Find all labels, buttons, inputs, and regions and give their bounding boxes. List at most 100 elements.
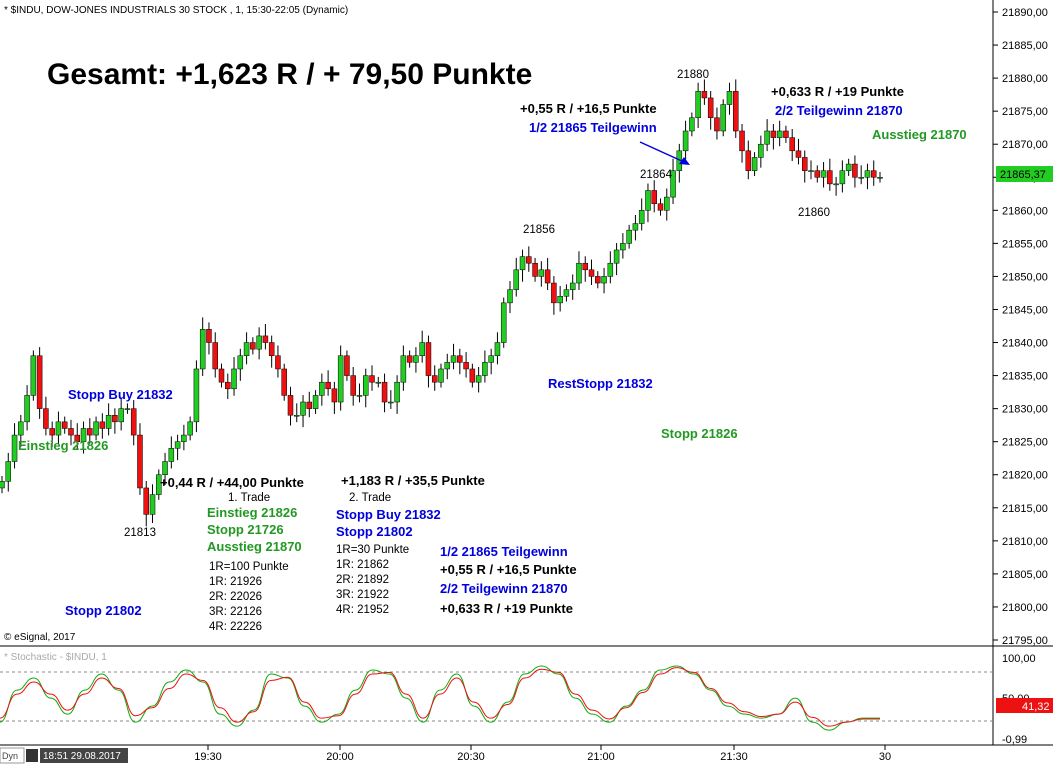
- stoch-title: * Stochastic - $INDU, 1: [4, 652, 107, 663]
- candle-body: [645, 190, 651, 211]
- candle-body: [827, 170, 833, 185]
- candle-body: [137, 434, 143, 489]
- price-tick-label: 21835,00: [1002, 371, 1048, 383]
- candle-body: [839, 170, 846, 185]
- candle-body: [87, 428, 93, 436]
- trade2-title: 2. Trade: [349, 492, 391, 504]
- candle-body: [569, 282, 576, 290]
- candle-body: [193, 368, 200, 423]
- candle-body: [877, 177, 883, 179]
- price-tick-label: 21815,00: [1002, 503, 1048, 515]
- trade1-result: +0,44 R / +44,00 Punkte: [160, 475, 304, 490]
- candle-body: [864, 170, 871, 178]
- price-tick-label: 21830,00: [1002, 404, 1048, 416]
- candle-body: [231, 368, 237, 390]
- candle-body: [482, 362, 488, 376]
- candle-body: [457, 355, 463, 363]
- trade1-ausstieg: Ausstieg 21870: [207, 539, 302, 554]
- candle-body: [682, 130, 689, 152]
- footer-icon[interactable]: [26, 749, 38, 762]
- candle-body: [105, 414, 112, 429]
- einstieg-left: Einstieg 21826: [18, 438, 108, 453]
- candle-body: [563, 289, 570, 297]
- candle-body: [500, 302, 507, 343]
- trade1-title: 1. Trade: [228, 492, 270, 504]
- last-price-label: 21865,37: [1000, 169, 1046, 181]
- candle-body: [394, 381, 400, 403]
- candle-body: [595, 276, 601, 284]
- low-label-21813: 21813: [124, 527, 156, 539]
- price-tick-label: 21860,00: [1002, 205, 1048, 217]
- candle-body: [820, 170, 827, 178]
- candle-body: [425, 342, 432, 376]
- candle-body: [544, 269, 551, 284]
- candle-body: [206, 329, 212, 343]
- candle-body: [413, 355, 419, 363]
- candle-body: [143, 487, 149, 515]
- candle-body: [5, 461, 12, 482]
- candle-body: [124, 408, 131, 410]
- symbol-title: * $INDU, DOW-JONES INDUSTRIALS 30 STOCK …: [4, 5, 348, 16]
- candle-body: [168, 448, 175, 462]
- trade1-r-3: 3R: 22126: [209, 606, 262, 618]
- price-tick-label: 21850,00: [1002, 271, 1048, 283]
- price-panel-frame: [0, 0, 993, 646]
- candle-body: [43, 408, 49, 429]
- trade2-r-1: 1R: 21862: [336, 559, 389, 571]
- timestamp-label: 18:51 29.08.2017: [43, 751, 121, 762]
- candle-body: [80, 428, 87, 442]
- candle-body: [243, 342, 250, 356]
- candle-body: [870, 170, 877, 178]
- candle-body: [306, 401, 313, 409]
- candle-body: [494, 342, 501, 356]
- candle-body: [294, 414, 300, 417]
- trade1-r-2: 2R: 22026: [209, 591, 262, 603]
- candle-body: [381, 381, 388, 403]
- candle-body: [118, 408, 124, 423]
- trade2-r-3: 3R: 21922: [336, 589, 389, 601]
- timestamp-box: [40, 748, 128, 763]
- candle-body: [350, 375, 356, 396]
- trade1-stopp: Stopp 21726: [207, 522, 284, 537]
- candle-body: [344, 355, 350, 376]
- trade2-stopp: Stopp 21802: [336, 524, 413, 539]
- candle-body: [262, 335, 269, 343]
- candle-body: [287, 395, 294, 416]
- candle-body: [664, 196, 670, 211]
- teilgewinn-arrow: [639, 141, 685, 163]
- candle-body: [450, 355, 457, 363]
- candle-body: [281, 368, 287, 396]
- candle-body: [670, 170, 676, 198]
- stoch-value-label: 41,32: [1022, 701, 1050, 713]
- candle-body: [268, 342, 275, 356]
- candle-body: [225, 381, 231, 390]
- candle-body: [557, 296, 563, 304]
- candle-body: [0, 481, 5, 489]
- candle-body: [438, 368, 444, 383]
- label-21860: 21860: [798, 207, 830, 219]
- time-tick-label: 30: [879, 751, 891, 763]
- candle-body: [833, 183, 839, 186]
- candle-body: [613, 249, 620, 264]
- candle-body: [300, 401, 306, 416]
- price-tick-label: 21880,00: [1002, 73, 1048, 85]
- candle-body: [739, 130, 745, 152]
- candle-body: [513, 269, 520, 290]
- candle-body: [388, 401, 394, 404]
- candle-body: [582, 262, 588, 271]
- candle-body: [419, 342, 425, 356]
- candle-body: [519, 256, 526, 271]
- candle-body: [162, 461, 168, 475]
- candle-body: [174, 441, 181, 449]
- time-tick-label: 20:00: [326, 751, 354, 763]
- candle-body: [632, 223, 639, 231]
- candle-body: [325, 381, 331, 390]
- candle-body: [130, 408, 137, 436]
- trade2-r-0: 1R=30 Punkte: [336, 544, 409, 556]
- summary-3: 2/2 Teilgewinn 21870: [440, 581, 568, 596]
- big-title: Gesamt: +1,623 R / + 79,50 Punkte: [47, 58, 532, 91]
- price-tick-label: 21810,00: [1002, 536, 1048, 548]
- footer-mode-box[interactable]: [0, 747, 25, 764]
- time-tick-label: 21:30: [720, 751, 748, 763]
